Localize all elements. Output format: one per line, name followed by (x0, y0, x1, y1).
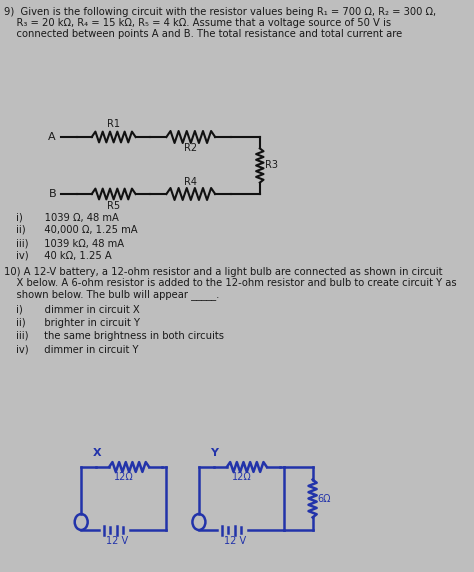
Text: i)       dimmer in circuit X: i) dimmer in circuit X (16, 305, 140, 315)
Text: R5: R5 (107, 201, 120, 211)
Text: Y: Y (210, 448, 219, 458)
Text: 9)  Given is the following circuit with the resistor values being R₁ = 700 Ω, R₂: 9) Given is the following circuit with t… (4, 7, 436, 17)
Text: connected between points A and B. The total resistance and total current are: connected between points A and B. The to… (4, 29, 402, 39)
Text: R4: R4 (184, 177, 197, 187)
Text: i)       1039 Ω, 48 mA: i) 1039 Ω, 48 mA (16, 212, 119, 222)
Text: B: B (48, 189, 56, 199)
Text: iv)     40 kΩ, 1.25 A: iv) 40 kΩ, 1.25 A (16, 251, 112, 261)
Text: 6Ω: 6Ω (318, 494, 331, 503)
Text: X: X (92, 448, 101, 458)
Text: 12 V: 12 V (224, 536, 246, 546)
Text: R3: R3 (265, 161, 279, 170)
Text: iii)     the same brightness in both circuits: iii) the same brightness in both circuit… (16, 331, 224, 341)
Text: 12 V: 12 V (106, 536, 128, 546)
Text: R1: R1 (107, 119, 120, 129)
Text: ii)      brighter in circuit Y: ii) brighter in circuit Y (16, 318, 140, 328)
Text: iv)     dimmer in circuit Y: iv) dimmer in circuit Y (16, 344, 139, 354)
Text: A: A (48, 132, 56, 142)
Text: R₃ = 20 kΩ, R₄ = 15 kΩ, R₅ = 4 kΩ. Assume that a voltage source of 50 V is: R₃ = 20 kΩ, R₄ = 15 kΩ, R₅ = 4 kΩ. Assum… (4, 18, 391, 28)
Text: ii)      40,000 Ω, 1.25 mA: ii) 40,000 Ω, 1.25 mA (16, 225, 138, 235)
Text: X below. A 6-ohm resistor is added to the 12-ohm resistor and bulb to create cir: X below. A 6-ohm resistor is added to th… (4, 278, 456, 288)
Text: 12Ω: 12Ω (114, 472, 134, 482)
Text: 12Ω: 12Ω (232, 472, 251, 482)
Text: iii)     1039 kΩ, 48 mA: iii) 1039 kΩ, 48 mA (16, 238, 124, 248)
Text: shown below. The bulb will appear _____.: shown below. The bulb will appear _____. (4, 289, 219, 300)
Text: R2: R2 (184, 143, 197, 153)
Text: 10) A 12-V battery, a 12-ohm resistor and a light bulb are connected as shown in: 10) A 12-V battery, a 12-ohm resistor an… (4, 267, 443, 277)
